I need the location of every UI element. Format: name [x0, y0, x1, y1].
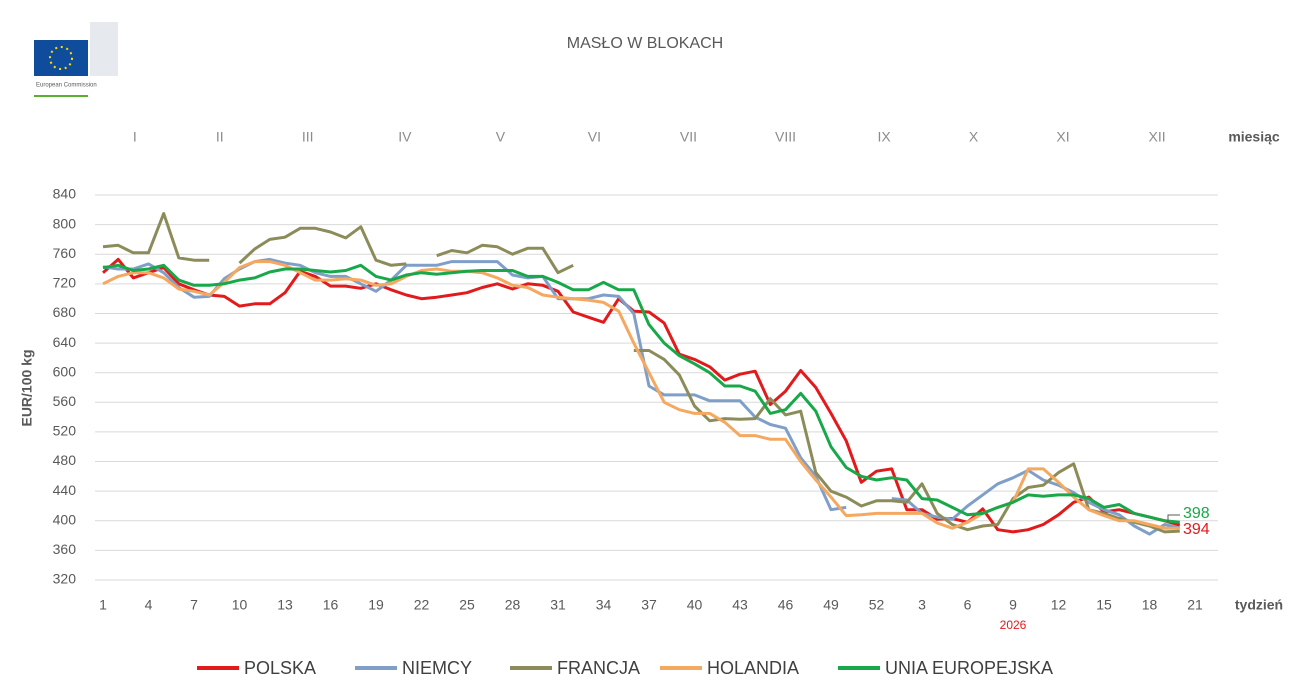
y-tick-label: 640 — [53, 334, 77, 350]
month-label: I — [133, 129, 137, 145]
series-line — [102, 260, 1180, 530]
x-tick-label: 13 — [277, 597, 293, 613]
month-label: VII — [680, 129, 697, 145]
x-tick-label: 4 — [145, 597, 153, 613]
x-tick-label: 49 — [823, 597, 839, 613]
y-tick-label: 840 — [53, 186, 77, 202]
legend-label: FRANCJA — [557, 658, 640, 678]
series-line — [102, 257, 847, 512]
x-tick-label: 43 — [732, 597, 748, 613]
y-tick-label: 360 — [53, 541, 77, 557]
annotation-leader — [1167, 514, 1180, 522]
series-line — [891, 468, 1181, 536]
legend-label: HOLANDIA — [707, 658, 799, 678]
y-axis-label: EUR/100 kg — [19, 349, 35, 426]
x-tick-label: 21 — [1187, 597, 1203, 613]
series-line — [238, 225, 407, 267]
y-tick-label: 720 — [53, 275, 77, 291]
logo-stars — [49, 46, 73, 70]
x-tick-label: 46 — [778, 597, 794, 613]
x-tick-label: 6 — [964, 597, 972, 613]
month-label: II — [216, 129, 224, 145]
x-tick-label: 18 — [1142, 597, 1158, 613]
x-tick-label: 52 — [869, 597, 885, 613]
logo-building — [90, 22, 118, 76]
series-line — [436, 243, 574, 275]
logo-text: European Commission — [36, 83, 97, 89]
month-label: XI — [1056, 129, 1069, 145]
y-tick-label: 400 — [53, 511, 77, 527]
x-tick-label: 37 — [641, 597, 657, 613]
y-tick-label: 480 — [53, 452, 77, 468]
month-label: VI — [588, 129, 601, 145]
month-label: X — [969, 129, 979, 145]
month-axis-label: miesiąc — [1228, 129, 1280, 145]
month-label: III — [302, 129, 314, 145]
month-label: IV — [398, 129, 412, 145]
x-tick-label: 34 — [596, 597, 612, 613]
month-label: VIII — [775, 129, 796, 145]
x-tick-label: 15 — [1096, 597, 1112, 613]
y-tick-label: 320 — [53, 571, 77, 587]
end-label: 398 — [1183, 505, 1210, 522]
series-line — [102, 212, 210, 262]
x-tick-label: 7 — [190, 597, 198, 613]
x-tick-label: 25 — [459, 597, 475, 613]
y-tick-label: 560 — [53, 393, 77, 409]
x-tick-label: 1 — [99, 597, 107, 613]
month-label: XII — [1149, 129, 1166, 145]
x-tick-label: 12 — [1051, 597, 1067, 613]
legend-label: NIEMCY — [402, 658, 472, 678]
x-tick-label: 3 — [918, 597, 926, 613]
x-tick-label: 22 — [414, 597, 430, 613]
series-line — [102, 257, 1181, 534]
y-tick-label: 800 — [53, 215, 77, 231]
y-tick-label: 680 — [53, 304, 77, 320]
logo-underline — [34, 95, 88, 97]
y-tick-label: 440 — [53, 482, 77, 498]
x-tick-label: 10 — [232, 597, 248, 613]
month-label: V — [496, 129, 506, 145]
logo-flag — [34, 40, 88, 76]
x-tick-label: 28 — [505, 597, 521, 613]
series-line — [102, 263, 1180, 524]
x-tick-label: 31 — [550, 597, 566, 613]
x-axis-label: tydzień — [1235, 597, 1283, 613]
x-tick-label: 40 — [687, 597, 703, 613]
legend-label: UNIA EUROPEJSKA — [885, 658, 1053, 678]
y-tick-label: 600 — [53, 363, 77, 379]
x-tick-label: 9 — [1009, 597, 1017, 613]
y-tick-label: 520 — [53, 423, 77, 439]
x-tick-label: 16 — [323, 597, 339, 613]
chart-title: MASŁO W BLOKACH — [567, 35, 723, 52]
month-label: IX — [877, 129, 891, 145]
x-tick-label: 19 — [368, 597, 384, 613]
year-annotation: 2026 — [1000, 618, 1027, 632]
legend-label: POLSKA — [244, 658, 316, 678]
logo: European Commission — [34, 22, 118, 97]
end-label: 394 — [1183, 521, 1210, 538]
y-tick-label: 760 — [53, 245, 77, 261]
